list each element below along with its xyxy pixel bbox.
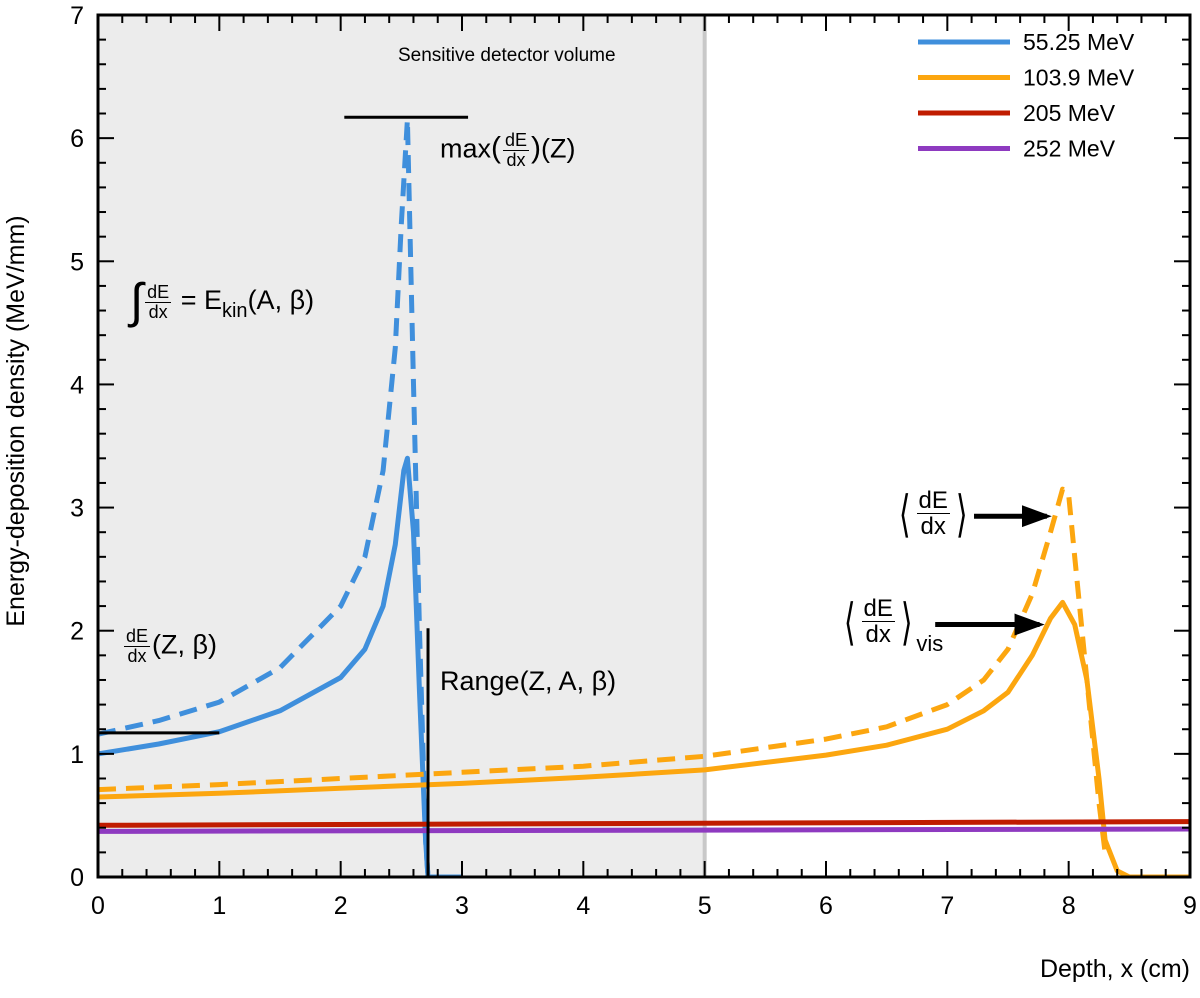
x-tick-label: 4 [576, 892, 590, 920]
x-tick-label: 3 [455, 892, 469, 920]
x-tick-label: 8 [1062, 892, 1076, 920]
series-line-0 [98, 455, 462, 877]
annotation-range: Range(Z, A, β) [440, 666, 617, 696]
y-tick-label: 7 [70, 2, 84, 30]
y-tick-label: 3 [70, 495, 84, 523]
y-tick-label: 1 [70, 741, 84, 769]
y-tick-label: 4 [70, 371, 84, 399]
annotation-max: max(dE dx)(Z) [440, 130, 576, 170]
series-line-4 [98, 819, 1190, 828]
legend-label: 252 MeV [1023, 136, 1116, 162]
x-tick-label: 1 [212, 892, 226, 920]
legend-label: 103.9 MeV [1023, 65, 1135, 91]
x-axis-label: Depth, x (cm) [1040, 955, 1190, 983]
shaded-region [98, 15, 705, 877]
x-tick-label: 7 [940, 892, 954, 920]
x-tick-label: 6 [819, 892, 833, 920]
series-line-3 [98, 486, 1108, 853]
annotation-integral: ∫ dE dx = Ekin(A, β) [130, 275, 315, 328]
y-tick-label: 0 [70, 864, 84, 892]
legend-label: 55.25 MeV [1023, 29, 1135, 55]
y-tick-label: 2 [70, 618, 84, 646]
legend-label: 205 MeV [1023, 100, 1116, 126]
y-tick-label: 5 [70, 248, 84, 276]
annotation-mean: ⟨ dE dx ⟩ [898, 485, 968, 542]
x-tick-label: 9 [1183, 892, 1197, 920]
x-tick-label: 5 [698, 892, 712, 920]
annotation-mean-vis: ⟨ dE dx ⟩ vis [843, 593, 944, 656]
y-tick-label: 6 [70, 125, 84, 153]
y-axis-label: Energy-deposition density (MeV/mm) [2, 215, 30, 626]
x-tick-label: 0 [91, 892, 105, 920]
series-line-5 [98, 826, 1190, 834]
annotation-dedx: dE dx (Z, β) [124, 626, 218, 666]
series-group [98, 117, 1190, 877]
x-tick-label: 2 [334, 892, 348, 920]
plot-frame [96, 13, 1192, 879]
series-line-1 [98, 117, 431, 877]
region-label: Sensitive detector volume [398, 45, 616, 66]
